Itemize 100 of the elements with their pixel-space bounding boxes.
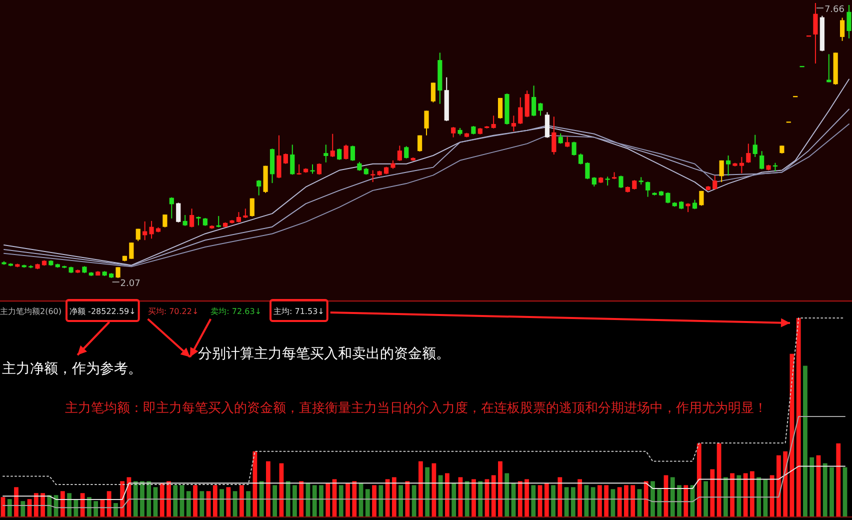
bar <box>40 493 45 517</box>
bar <box>730 473 734 517</box>
candlestick <box>592 176 596 187</box>
bar <box>14 487 18 517</box>
bar <box>286 481 290 517</box>
bar <box>531 485 536 517</box>
candlestick <box>840 17 845 42</box>
bar <box>504 473 510 517</box>
candlestick <box>430 82 436 103</box>
candlestick <box>544 112 550 138</box>
bar <box>452 483 456 517</box>
bar <box>584 485 589 517</box>
candlestick <box>565 136 570 148</box>
bar <box>239 485 244 517</box>
bar <box>544 483 549 517</box>
candlestick <box>585 162 590 180</box>
candlestick <box>424 110 429 136</box>
bar <box>830 467 834 517</box>
bar <box>20 501 26 517</box>
bar <box>736 475 742 517</box>
bar <box>326 483 330 517</box>
bar <box>743 473 748 517</box>
candlestick <box>552 116 556 156</box>
bar <box>398 485 403 517</box>
bar <box>252 451 258 517</box>
candlestick <box>491 115 496 129</box>
candlestick <box>216 216 221 228</box>
bar <box>272 485 278 517</box>
candlestick <box>558 132 563 144</box>
candlestick <box>330 133 335 158</box>
bar <box>114 503 118 517</box>
candlestick <box>618 175 624 188</box>
bar <box>617 487 622 517</box>
bar <box>590 487 596 517</box>
bar <box>346 483 350 517</box>
candlestick <box>498 97 503 120</box>
bar <box>750 471 754 517</box>
annotation: 主力笔均额：即主力每笔买入的资金额，直接衡量主力当日的介入力度，在连板股票的逃顶和分期进场中，作用尤为明显！ <box>65 400 767 416</box>
candlestick <box>532 85 536 117</box>
candlestick <box>337 148 342 160</box>
bar <box>80 493 85 517</box>
candlestick <box>316 162 322 176</box>
bar <box>220 489 224 517</box>
bar <box>518 481 522 517</box>
annotation: 分别计算主力每笔买入和卖出的资金额。 <box>198 346 450 362</box>
bar <box>47 495 52 517</box>
bar <box>776 455 781 517</box>
text: 净额 -28522.59↓ <box>70 307 136 316</box>
bar <box>34 493 38 517</box>
bar <box>723 477 728 517</box>
bar <box>836 443 841 517</box>
bar <box>498 461 502 517</box>
bar <box>756 477 762 517</box>
bar <box>365 489 370 517</box>
bar <box>650 481 655 517</box>
candlestick <box>719 160 724 183</box>
candlestick <box>290 144 295 176</box>
candlestick <box>752 134 758 158</box>
bar <box>822 463 828 517</box>
candlestick <box>632 180 637 190</box>
bar <box>60 491 65 517</box>
bar <box>372 485 376 517</box>
candlestick <box>350 145 356 162</box>
candlestick <box>518 96 523 125</box>
candlestick <box>169 196 174 219</box>
candlestick <box>726 155 731 176</box>
bar <box>677 485 682 517</box>
candlestick <box>310 164 315 174</box>
bar <box>810 457 814 517</box>
bar <box>352 481 357 517</box>
candlestick <box>283 153 288 164</box>
bar <box>464 481 470 517</box>
candlestick <box>116 266 120 278</box>
candlestick <box>276 134 282 179</box>
candlestick <box>739 156 744 174</box>
bar <box>796 318 801 517</box>
candlestick <box>344 144 348 160</box>
bar <box>578 479 582 517</box>
candlestick <box>813 2 818 64</box>
bar <box>696 443 702 517</box>
bar <box>597 485 602 517</box>
bar <box>763 479 768 517</box>
candlestick <box>646 181 650 198</box>
bar <box>604 485 609 517</box>
candlestick <box>846 4 852 39</box>
bar <box>166 481 171 517</box>
bar <box>186 491 191 517</box>
bar <box>86 497 92 517</box>
bar <box>226 487 231 517</box>
candlestick <box>243 208 248 218</box>
text: 卖均: 72.63↓ <box>210 307 262 316</box>
bar <box>312 485 317 517</box>
bar <box>524 479 529 517</box>
bar <box>292 485 297 517</box>
candlestick <box>524 90 530 118</box>
candlestick <box>250 198 254 218</box>
text: 买均: 70.22↓ <box>148 307 199 316</box>
bar <box>405 481 410 517</box>
bar <box>319 485 324 517</box>
candlestick <box>746 143 751 164</box>
